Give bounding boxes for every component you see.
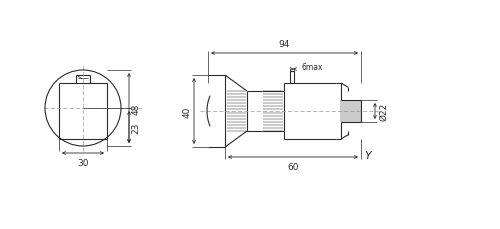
Text: Ø22: Ø22 [380, 102, 388, 121]
Text: 23: 23 [132, 122, 140, 133]
Text: 60: 60 [287, 162, 299, 171]
Text: 48: 48 [132, 103, 140, 114]
Text: 94: 94 [279, 40, 290, 49]
Text: Y: Y [364, 150, 371, 160]
Text: 40: 40 [182, 106, 192, 117]
Text: 30: 30 [78, 158, 89, 167]
Text: 6max: 6max [302, 63, 324, 72]
